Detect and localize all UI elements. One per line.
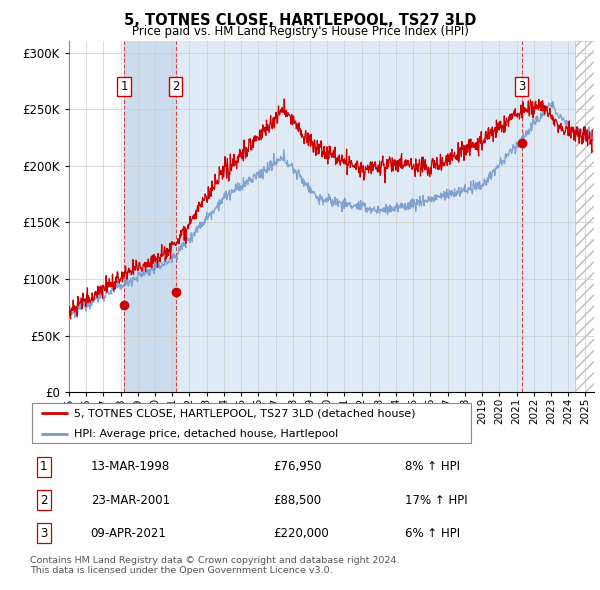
Text: 5, TOTNES CLOSE, HARTLEPOOL, TS27 3LD: 5, TOTNES CLOSE, HARTLEPOOL, TS27 3LD [124,13,476,28]
Text: 09-APR-2021: 09-APR-2021 [91,526,167,540]
Text: HPI: Average price, detached house, Hartlepool: HPI: Average price, detached house, Hart… [74,428,338,438]
Text: 1: 1 [121,80,128,93]
Text: 6% ↑ HPI: 6% ↑ HPI [406,526,460,540]
Text: Contains HM Land Registry data © Crown copyright and database right 2024.: Contains HM Land Registry data © Crown c… [30,556,400,565]
Text: £220,000: £220,000 [273,526,329,540]
Text: £88,500: £88,500 [273,493,321,507]
Text: This data is licensed under the Open Government Licence v3.0.: This data is licensed under the Open Gov… [30,566,332,575]
Bar [176,41,575,392]
Text: 13-MAR-1998: 13-MAR-1998 [91,460,170,474]
Text: 3: 3 [518,80,526,93]
FancyBboxPatch shape [32,404,471,443]
Text: 1: 1 [40,460,47,474]
Text: Price paid vs. HM Land Registry's House Price Index (HPI): Price paid vs. HM Land Registry's House … [131,25,469,38]
Bar [124,41,176,392]
Bar [575,41,600,392]
Text: 23-MAR-2001: 23-MAR-2001 [91,493,170,507]
Text: 5, TOTNES CLOSE, HARTLEPOOL, TS27 3LD (detached house): 5, TOTNES CLOSE, HARTLEPOOL, TS27 3LD (d… [74,408,416,418]
Text: 2: 2 [40,493,47,507]
Bar [575,41,600,392]
Text: 8% ↑ HPI: 8% ↑ HPI [406,460,460,474]
Text: £76,950: £76,950 [273,460,322,474]
Text: 17% ↑ HPI: 17% ↑ HPI [406,493,468,507]
Text: 3: 3 [40,526,47,540]
Text: 2: 2 [172,80,179,93]
